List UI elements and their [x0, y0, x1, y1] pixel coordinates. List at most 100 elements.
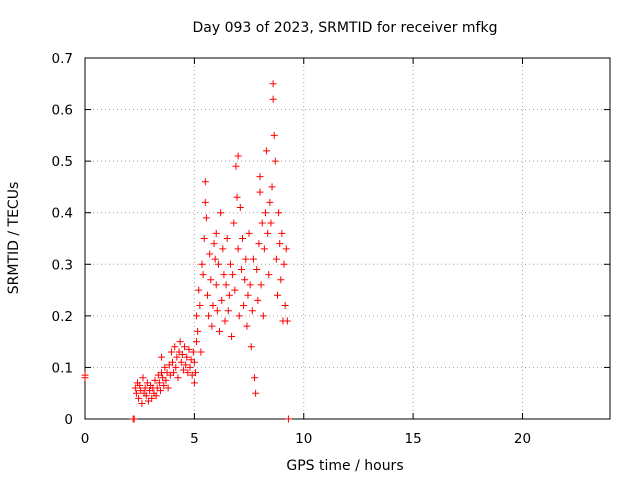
data-point — [195, 286, 203, 294]
data-point — [265, 271, 273, 279]
data-point — [272, 255, 280, 263]
data-point — [174, 374, 182, 382]
grid — [85, 58, 610, 419]
data-point — [212, 229, 220, 237]
data-point — [167, 348, 175, 356]
data-point — [232, 162, 240, 170]
data-point — [183, 353, 191, 361]
data-point — [219, 245, 227, 253]
data-point — [131, 384, 139, 392]
data-point — [282, 245, 290, 253]
data-point — [190, 358, 198, 366]
data-point — [212, 281, 220, 289]
data-point — [254, 296, 262, 304]
data-point — [246, 281, 254, 289]
data-point — [155, 379, 163, 387]
data-point — [248, 307, 256, 315]
data-point — [256, 188, 264, 196]
plot-frame — [84, 57, 611, 420]
data-point — [171, 343, 179, 351]
data-point — [161, 363, 169, 371]
data-point — [224, 307, 232, 315]
data-point — [178, 351, 186, 359]
data-point — [218, 296, 226, 304]
data-point — [196, 302, 204, 310]
data-point — [234, 152, 242, 160]
data-point — [201, 178, 209, 186]
data-point — [281, 302, 289, 310]
data-point — [258, 219, 266, 227]
data-point — [209, 302, 217, 310]
x-tick-label: 5 — [190, 431, 199, 447]
data-point — [223, 235, 231, 242]
data-point — [226, 260, 234, 268]
data-point — [276, 240, 284, 248]
data-point — [181, 343, 189, 351]
data-point — [211, 255, 219, 263]
data-point — [142, 392, 150, 400]
data-point — [256, 173, 264, 181]
data-point — [139, 374, 147, 382]
data-point — [255, 240, 263, 248]
data-point — [274, 291, 281, 299]
data-point — [229, 271, 237, 279]
data-point — [269, 80, 277, 88]
data-point — [197, 348, 205, 356]
data-point — [152, 392, 160, 400]
data-point — [194, 327, 202, 335]
axis-ticks: 0 0.1 0.2 0.3 0.4 0.5 0.6 0.7 0 5 10 15 20 — [52, 51, 610, 447]
data-point — [252, 389, 260, 397]
data-point — [220, 271, 228, 279]
data-point — [278, 229, 286, 237]
data-point — [243, 322, 251, 330]
data-point — [172, 363, 180, 371]
data-point — [160, 381, 168, 389]
data-point — [228, 332, 236, 340]
data-point — [186, 363, 194, 371]
data-point — [193, 338, 201, 346]
data-point — [253, 265, 261, 273]
data-point — [283, 317, 291, 325]
y-axis-label: SRMTID / TECUs — [6, 182, 22, 295]
data-point — [200, 235, 208, 242]
data-point — [207, 276, 215, 284]
x-tick-label: 0 — [81, 431, 90, 447]
data-point — [136, 381, 144, 389]
data-point — [222, 281, 230, 289]
data-point — [179, 366, 187, 374]
data-point — [214, 260, 222, 268]
data-point — [269, 95, 277, 103]
data-point — [266, 198, 274, 206]
data-point — [206, 250, 214, 258]
y-tick-label: 0.4 — [52, 206, 73, 222]
data-point — [151, 376, 159, 384]
data-point — [249, 255, 257, 263]
data-point — [257, 281, 265, 289]
x-axis-label: GPS time / hours — [286, 458, 403, 474]
data-point — [81, 374, 89, 382]
data-point — [245, 229, 253, 237]
y-tick-label: 0 — [64, 412, 73, 428]
data-point — [177, 358, 185, 366]
x-tick-label: 15 — [405, 431, 422, 447]
data-point — [141, 384, 149, 392]
data-point — [205, 312, 213, 320]
data-point — [242, 255, 250, 263]
data-point — [148, 394, 156, 402]
data-point — [268, 183, 276, 191]
y-tick-label: 0.3 — [52, 257, 73, 273]
data-point — [173, 353, 181, 361]
data-points — [81, 80, 292, 423]
data-point — [234, 245, 242, 253]
data-point — [217, 209, 225, 217]
data-point — [201, 198, 209, 206]
data-point — [132, 389, 140, 397]
data-point — [191, 369, 199, 377]
data-point — [164, 384, 172, 392]
y-tick-label: 0.2 — [52, 309, 73, 325]
data-point — [189, 348, 197, 356]
data-point — [135, 394, 143, 402]
x-tick-label: 20 — [514, 431, 531, 447]
data-point — [244, 291, 252, 299]
data-point — [230, 219, 238, 227]
